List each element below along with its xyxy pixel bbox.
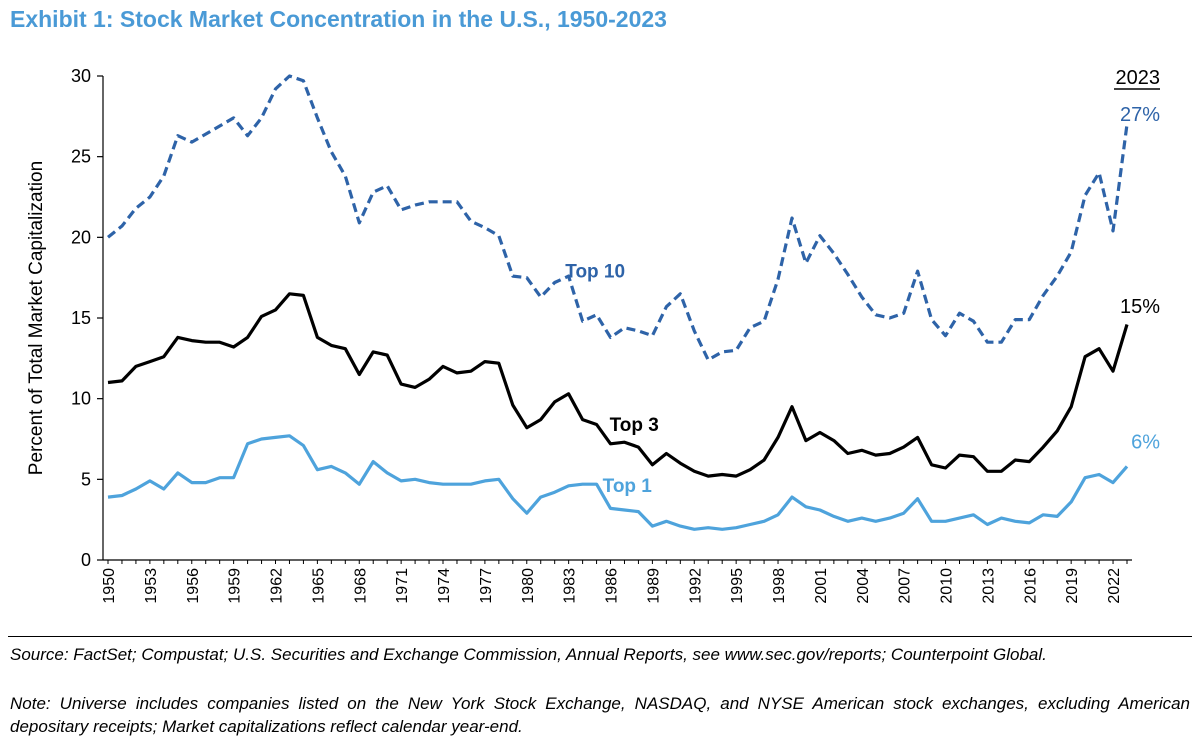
x-tick-label: 1971 bbox=[394, 568, 411, 604]
x-tick-label: 1962 bbox=[269, 568, 286, 604]
y-tick-label: 0 bbox=[81, 550, 91, 570]
y-tick-label: 15 bbox=[71, 308, 91, 328]
corner-year-label: 2023 bbox=[1116, 67, 1161, 89]
series-line-top-3 bbox=[107, 292, 1129, 478]
end-value-label: 15% bbox=[1120, 296, 1160, 318]
y-tick-label: 30 bbox=[71, 66, 91, 86]
series-label: Top 1 bbox=[603, 476, 653, 497]
x-tick-label: 2010 bbox=[939, 568, 956, 604]
x-tick-label: 1974 bbox=[436, 568, 453, 604]
y-tick-label: 10 bbox=[71, 389, 91, 409]
x-tick-label: 2022 bbox=[1106, 568, 1123, 604]
footer-divider bbox=[8, 636, 1192, 637]
series-label: Top 10 bbox=[565, 262, 625, 283]
x-tick-label: 1986 bbox=[604, 568, 621, 604]
y-axis-title: Percent of Total Market Capitalization bbox=[26, 161, 47, 475]
x-tick-label: 1968 bbox=[352, 568, 369, 604]
series-line-top-1 bbox=[107, 434, 1129, 531]
x-tick-label: 1950 bbox=[101, 568, 118, 604]
x-tick-label: 1989 bbox=[645, 568, 662, 604]
source-note: Source: FactSet; Compustat; U.S. Securit… bbox=[10, 645, 1047, 664]
x-tick-label: 1983 bbox=[562, 568, 579, 604]
x-tick-label: 2007 bbox=[897, 568, 914, 604]
x-tick-label: 2013 bbox=[980, 568, 997, 604]
y-tick-label: 20 bbox=[71, 227, 91, 247]
x-tick-label: 1980 bbox=[520, 568, 537, 604]
y-tick-label: 25 bbox=[71, 147, 91, 167]
chart-title: Exhibit 1: Stock Market Concentration in… bbox=[10, 6, 667, 32]
universe-note: Note: Universe includes companies listed… bbox=[10, 694, 1190, 736]
x-tick-label: 2001 bbox=[813, 568, 830, 604]
x-tick-label: 2004 bbox=[855, 568, 872, 604]
end-value-label: 6% bbox=[1131, 432, 1160, 454]
x-tick-label: 1998 bbox=[771, 568, 788, 604]
series-label: Top 3 bbox=[610, 415, 659, 436]
end-value-label: 27% bbox=[1120, 104, 1160, 126]
x-tick-label: 1992 bbox=[687, 568, 704, 604]
y-tick-label: 5 bbox=[81, 469, 91, 489]
x-tick-label: 2019 bbox=[1064, 568, 1081, 604]
x-tick-label: 1953 bbox=[143, 568, 160, 604]
x-tick-label: 1956 bbox=[185, 568, 202, 604]
series-line-top-10 bbox=[106, 74, 1129, 362]
x-tick-label: 2016 bbox=[1022, 568, 1039, 604]
line-chart: 0 5 10 15 20 25 30 Percent of Total Market Capi… bbox=[26, 66, 1161, 604]
x-tick-label: 1995 bbox=[729, 568, 746, 604]
x-tick-label: 1977 bbox=[478, 568, 495, 604]
x-tick-label: 1965 bbox=[310, 568, 327, 604]
x-tick-label: 1959 bbox=[227, 568, 244, 604]
